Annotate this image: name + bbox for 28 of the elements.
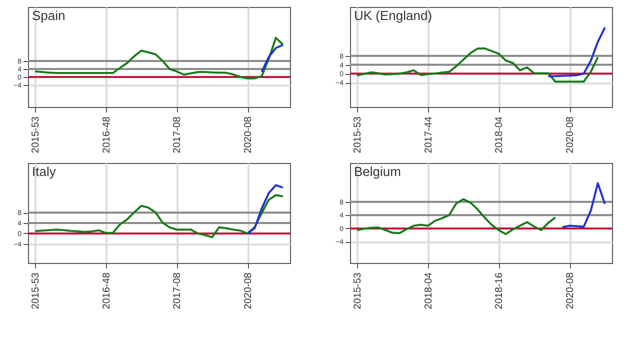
x-tick-label: 2017-08: [172, 116, 184, 154]
x-tick-label: 2015-53: [30, 272, 42, 310]
line-series: [561, 182, 606, 228]
line-series: [260, 44, 284, 73]
x-tick-label: 2018-04: [423, 272, 434, 310]
x-tick-label: 2020-08: [565, 272, 576, 310]
x-tick-label: 2015-53: [30, 116, 42, 154]
x-tick-label: 2016-48: [101, 116, 112, 154]
line-series: [356, 198, 556, 236]
x-tick-label: 2015-53: [352, 272, 364, 310]
chart-title: Spain: [32, 8, 66, 23]
line-series: [34, 36, 284, 80]
chart-title: Italy: [32, 164, 56, 179]
x-tick-label: 2016-48: [101, 272, 112, 310]
line-series: [356, 47, 599, 83]
line-series: [34, 194, 284, 238]
x-tick-label: 2020-08: [243, 116, 254, 154]
x-tick-label: 2018-04: [494, 116, 506, 154]
x-tick-label: 2020-08: [243, 272, 254, 310]
x-tick-label: 2017-08: [172, 272, 184, 310]
line-series: [547, 26, 606, 78]
line-series: [246, 184, 284, 234]
chart-title: UK (England): [354, 8, 432, 23]
chart-title: Belgium: [354, 164, 401, 179]
x-tick-label: 2015-53: [352, 116, 364, 154]
x-tick-label: 2018-16: [494, 272, 506, 310]
x-tick-label: 2020-08: [565, 116, 576, 154]
x-tick-label: 2017-44: [423, 116, 434, 154]
